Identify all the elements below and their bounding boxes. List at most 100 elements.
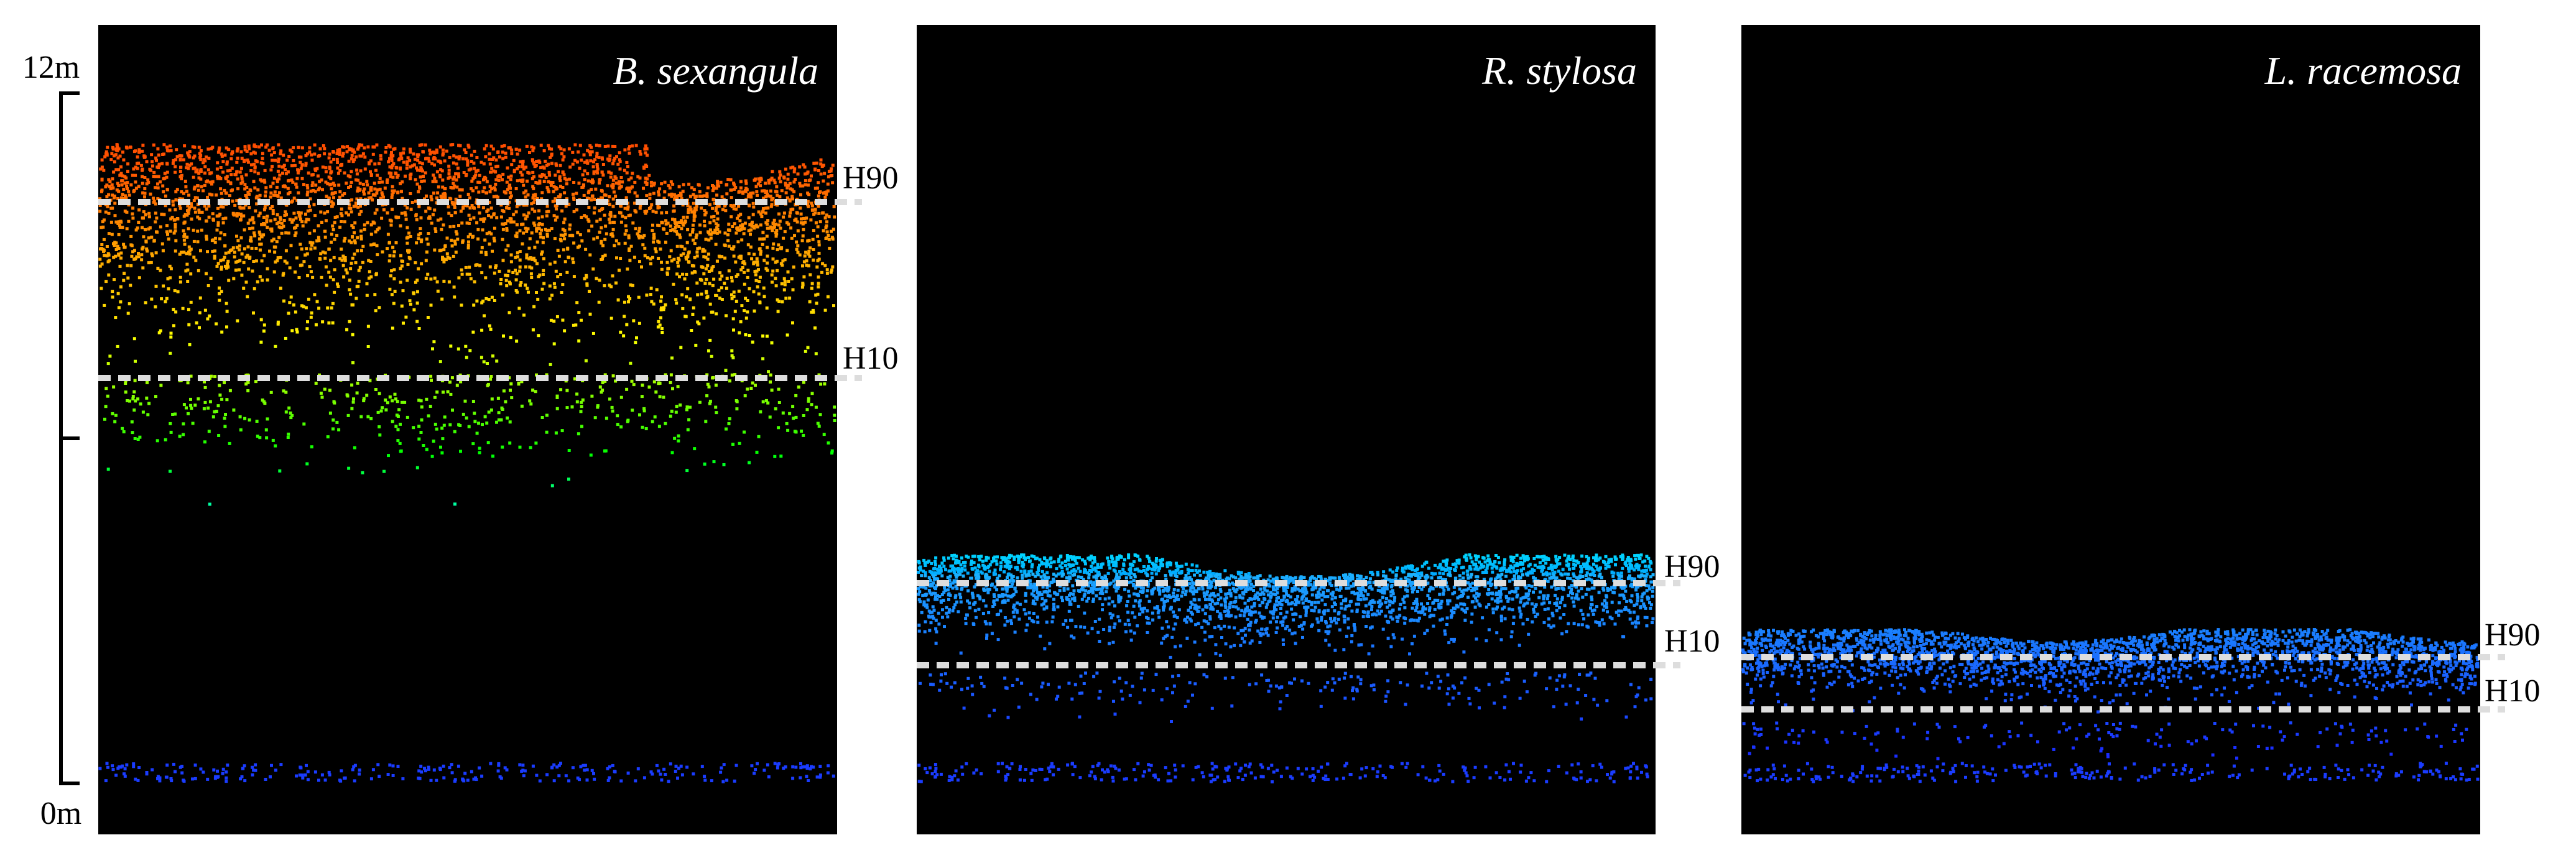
point: [266, 218, 269, 221]
point: [344, 256, 347, 259]
point: [133, 337, 136, 340]
point: [625, 323, 628, 326]
point: [437, 290, 440, 293]
point: [626, 187, 629, 190]
point: [748, 287, 751, 290]
point: [568, 224, 572, 227]
point: [395, 241, 398, 244]
point: [811, 392, 814, 395]
point: [458, 157, 461, 160]
panel-background: [917, 25, 1656, 834]
point: [461, 205, 465, 208]
point: [564, 260, 567, 263]
point: [505, 279, 508, 282]
point: [589, 159, 592, 162]
point: [622, 334, 625, 338]
point: [633, 256, 636, 259]
point: [113, 202, 116, 205]
point: [787, 173, 790, 176]
point: [656, 764, 659, 767]
point: [1542, 597, 1545, 601]
point: [293, 196, 296, 200]
point: [127, 312, 130, 315]
point: [298, 276, 301, 279]
point: [572, 163, 575, 166]
point: [577, 339, 580, 343]
point: [804, 251, 807, 254]
point: [306, 152, 309, 155]
point: [226, 310, 229, 313]
point: [112, 385, 115, 389]
point: [471, 235, 475, 238]
point: [659, 773, 662, 776]
point: [304, 213, 307, 216]
point: [111, 290, 114, 293]
point: [496, 151, 499, 154]
point: [103, 304, 106, 307]
point: [412, 292, 415, 295]
point: [554, 261, 557, 264]
point: [517, 382, 521, 385]
point: [817, 259, 820, 262]
point: [222, 258, 225, 261]
point: [710, 311, 713, 314]
point: [484, 297, 488, 300]
point: [361, 261, 364, 264]
point: [587, 206, 590, 209]
point: [519, 284, 522, 287]
point: [1462, 650, 1465, 653]
point: [359, 229, 363, 233]
point: [530, 202, 533, 205]
point: [387, 233, 390, 236]
point: [1639, 557, 1642, 560]
point: [204, 309, 207, 312]
point: [538, 180, 541, 183]
point: [593, 778, 596, 781]
point: [491, 354, 494, 358]
point: [392, 277, 396, 280]
point: [657, 320, 660, 323]
point: [810, 403, 813, 406]
point: [333, 238, 336, 241]
point: [104, 405, 108, 408]
point: [387, 241, 391, 244]
point: [1447, 588, 1450, 591]
point: [442, 149, 445, 152]
point: [506, 181, 509, 184]
point: [934, 627, 937, 630]
point: [540, 252, 543, 256]
point: [419, 161, 422, 164]
point: [826, 268, 829, 271]
point: [469, 218, 472, 221]
point: [325, 195, 328, 198]
point: [827, 772, 830, 775]
point: [1342, 648, 1345, 651]
point: [591, 195, 595, 198]
point: [824, 309, 827, 312]
point: [143, 187, 146, 190]
point: [746, 387, 749, 390]
point: [252, 260, 255, 263]
point: [273, 177, 276, 180]
point: [169, 218, 172, 221]
point: [269, 191, 272, 195]
point: [703, 224, 707, 228]
point: [341, 194, 344, 197]
point: [672, 210, 675, 213]
point: [278, 469, 281, 473]
point: [336, 167, 339, 170]
point: [583, 768, 586, 772]
point: [985, 634, 988, 637]
point: [253, 234, 256, 238]
point: [268, 250, 271, 253]
point: [833, 216, 836, 219]
point: [369, 188, 373, 191]
point: [340, 212, 343, 215]
point: [160, 297, 163, 300]
point: [707, 252, 710, 256]
point: [536, 241, 539, 244]
point: [535, 262, 539, 265]
point: [818, 252, 821, 255]
point: [220, 290, 223, 293]
point: [331, 224, 334, 228]
